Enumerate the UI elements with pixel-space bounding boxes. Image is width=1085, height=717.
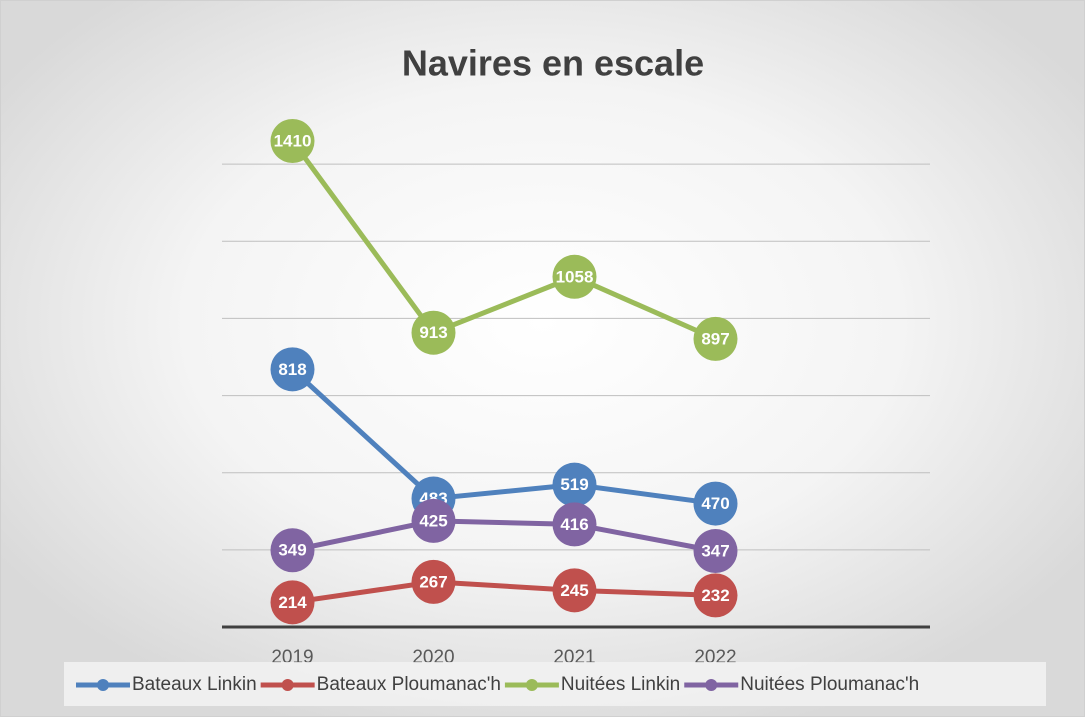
data-point [552,568,597,613]
data-label: 1058 [556,267,594,286]
data-point [411,559,456,604]
legend-label: Nuitées Ploumanac'h [740,674,919,695]
legend-label: Bateaux Ploumanac'h [317,674,501,695]
legend-marker [97,679,109,691]
series-line [290,139,717,342]
data-point [693,573,738,618]
data-point [552,462,597,507]
data-point [693,529,738,574]
data-label: 214 [278,593,307,612]
data-point [552,254,597,299]
data-label: 416 [560,515,588,534]
data-label: 349 [278,541,306,560]
legend-label: Bateaux Linkin [132,674,257,695]
data-label: 470 [701,494,729,513]
series-line [290,367,716,507]
data-label: 1410 [274,131,312,150]
series-line [291,518,716,554]
legend-marker [525,679,538,691]
data-label: 245 [560,581,588,600]
data-point [411,310,456,355]
legend-label: Nuitées Linkin [561,674,680,695]
data-label: 347 [701,541,729,560]
data-label: 232 [701,586,729,605]
data-point [270,119,315,163]
data-label: 818 [278,360,306,379]
data-label: 267 [419,572,447,591]
legend-marker [705,679,718,691]
chart-title: Navires en escale [402,43,704,84]
data-point [270,528,315,573]
data-label: 425 [419,511,447,530]
data-label: 913 [419,323,447,342]
data-label: 897 [701,329,729,348]
series-line [292,579,716,605]
data-point [270,347,315,392]
data-point [270,580,315,625]
data-label: 519 [560,475,588,494]
data-point [693,316,738,361]
data-point [693,481,738,526]
data-point [411,498,456,543]
legend-marker [281,679,294,691]
data-point [552,502,597,547]
